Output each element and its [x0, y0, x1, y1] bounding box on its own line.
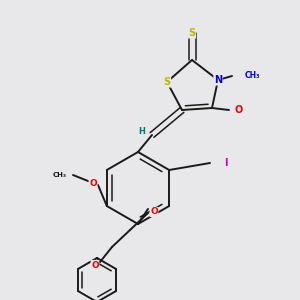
Text: I: I	[224, 158, 228, 168]
Text: CH₃: CH₃	[244, 71, 260, 80]
Text: O: O	[150, 208, 158, 217]
Text: CH₃: CH₃	[53, 172, 67, 178]
Text: S: S	[188, 28, 196, 38]
Text: O: O	[91, 260, 99, 269]
Text: S: S	[164, 77, 171, 87]
Text: O: O	[89, 178, 97, 188]
Text: H: H	[139, 128, 145, 136]
Text: O: O	[235, 105, 243, 115]
Text: N: N	[214, 75, 222, 85]
